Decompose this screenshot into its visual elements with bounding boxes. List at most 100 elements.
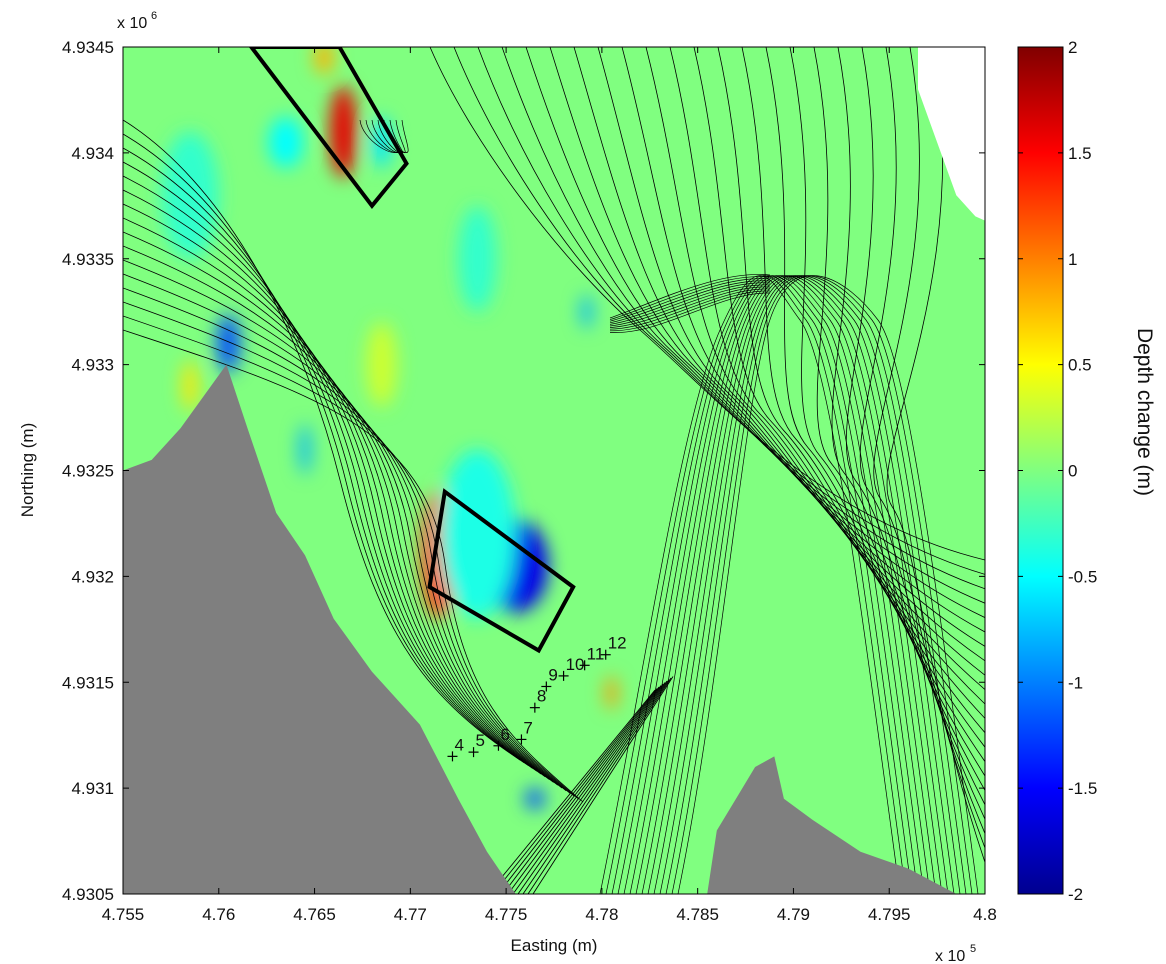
depth-change-blob bbox=[605, 675, 618, 710]
contour-line bbox=[525, 47, 985, 618]
land-area bbox=[707, 756, 957, 894]
station-label: 7 bbox=[523, 718, 532, 737]
contour-line bbox=[693, 47, 985, 719]
colorbar-tick-label: -1.5 bbox=[1068, 779, 1097, 798]
contour-line bbox=[123, 203, 546, 778]
y-tick-label: 4.9305 bbox=[62, 885, 114, 904]
colorbar-gradient bbox=[1017, 46, 1064, 895]
contour-line bbox=[635, 275, 937, 894]
contour-line bbox=[609, 278, 771, 322]
station-label: 12 bbox=[608, 634, 627, 653]
contour-line bbox=[123, 189, 542, 775]
colorbar-tick-label: 1.5 bbox=[1068, 144, 1092, 163]
y-axis-ticks: 4.9305 4.931 4.9315 4.932 4.9325 4.933 4.9335 4… bbox=[62, 38, 985, 904]
y-tick-label: 4.9315 bbox=[62, 673, 114, 692]
contour-line bbox=[501, 47, 985, 604]
contour-line bbox=[477, 47, 985, 590]
x-tick-label: 4.77 bbox=[394, 905, 427, 924]
y-exponent-power: 6 bbox=[151, 10, 157, 22]
contour-line bbox=[573, 47, 985, 647]
y-tick-label: 4.933 bbox=[71, 356, 114, 375]
contour-line bbox=[532, 676, 674, 894]
contour-line bbox=[123, 329, 584, 803]
x-tick-label: 4.8 bbox=[973, 905, 997, 924]
colorbar-tick-label: -0.5 bbox=[1068, 567, 1097, 586]
contour-line bbox=[123, 133, 525, 764]
contour-line bbox=[677, 275, 979, 894]
contour-line bbox=[645, 47, 985, 690]
land-areas bbox=[123, 364, 957, 894]
station-marker: 8 bbox=[529, 687, 546, 713]
survey-regions bbox=[248, 47, 576, 654]
x-axis-ticks: 4.755 4.76 4.765 4.77 4.775 4.78 4.785 4.79 4.79… bbox=[102, 47, 997, 924]
contour-line bbox=[717, 47, 985, 734]
depth-change-blob bbox=[580, 294, 593, 329]
depth-change-field bbox=[161, 47, 618, 810]
y-tick-label: 4.932 bbox=[71, 567, 114, 586]
contour-line bbox=[522, 679, 670, 894]
station-marker: 6 bbox=[493, 725, 510, 751]
colorbar: 2 1.5 1 0.5 0 -0.5 -1 -1.5 -2 Depth change (m) bbox=[1017, 38, 1156, 904]
depth-change-blob bbox=[439, 449, 516, 619]
contour-line bbox=[123, 287, 571, 794]
contour-line bbox=[665, 275, 967, 894]
contour-line bbox=[641, 275, 943, 894]
x-tick-label: 4.76 bbox=[202, 905, 235, 924]
colorbar-tick-label: 0 bbox=[1068, 462, 1077, 481]
contour-line bbox=[123, 273, 567, 792]
contour-line bbox=[549, 47, 985, 633]
station-label: 11 bbox=[587, 644, 605, 663]
contour-line bbox=[123, 217, 550, 780]
outside-domain-mask bbox=[918, 47, 985, 221]
station-marker: 9 bbox=[541, 665, 558, 692]
contour-line bbox=[609, 276, 771, 320]
depth-change-blob bbox=[366, 322, 397, 407]
survey-region-outline bbox=[427, 488, 576, 654]
bathymetry-contours bbox=[123, 47, 985, 894]
contour-line bbox=[123, 119, 521, 761]
station-marker: 4 bbox=[447, 735, 464, 762]
contour-line bbox=[609, 290, 771, 332]
contour-line bbox=[669, 47, 985, 705]
contour-line bbox=[813, 47, 985, 791]
contour-line bbox=[517, 680, 668, 894]
depth-change-blob bbox=[314, 47, 334, 75]
contour-line bbox=[609, 284, 771, 327]
contour-line bbox=[609, 280, 771, 324]
contour-line bbox=[859, 47, 985, 834]
x-exponent: x 10 5 bbox=[935, 943, 976, 964]
y-tick-label: 4.9335 bbox=[62, 250, 114, 269]
depth-change-blob bbox=[268, 116, 304, 168]
contour-line bbox=[527, 677, 672, 894]
contour-line bbox=[609, 274, 771, 319]
station-label: 5 bbox=[476, 731, 485, 750]
depth-change-blob bbox=[216, 313, 240, 374]
x-tick-label: 4.79 bbox=[777, 905, 810, 924]
y-exponent-base: x 10 bbox=[117, 15, 147, 32]
station-label: 8 bbox=[537, 687, 546, 706]
contour-line bbox=[123, 245, 559, 786]
y-tick-label: 4.9345 bbox=[62, 38, 114, 57]
x-tick-label: 4.785 bbox=[676, 905, 719, 924]
depth-change-blob bbox=[161, 131, 219, 259]
contour-line bbox=[671, 275, 973, 894]
contour-line bbox=[789, 47, 985, 777]
contour-line bbox=[502, 685, 662, 894]
contour-line bbox=[487, 689, 656, 894]
contour-line bbox=[492, 688, 658, 894]
colorbar-label: Depth change (m) bbox=[1133, 328, 1156, 496]
y-axis-label: Northing (m) bbox=[18, 423, 37, 517]
x-tick-label: 4.78 bbox=[585, 905, 618, 924]
contour-line bbox=[123, 161, 533, 769]
contour-line bbox=[123, 147, 529, 766]
contour-line bbox=[453, 47, 985, 575]
colorbar-tick-label: 1 bbox=[1068, 250, 1077, 269]
station-label: 6 bbox=[500, 725, 509, 744]
station-marker: 11 bbox=[579, 644, 605, 671]
contour-line bbox=[497, 686, 660, 894]
contour-line bbox=[609, 288, 771, 330]
colorbar-tick-label: 0.5 bbox=[1068, 356, 1092, 375]
y-tick-label: 4.931 bbox=[71, 779, 114, 798]
